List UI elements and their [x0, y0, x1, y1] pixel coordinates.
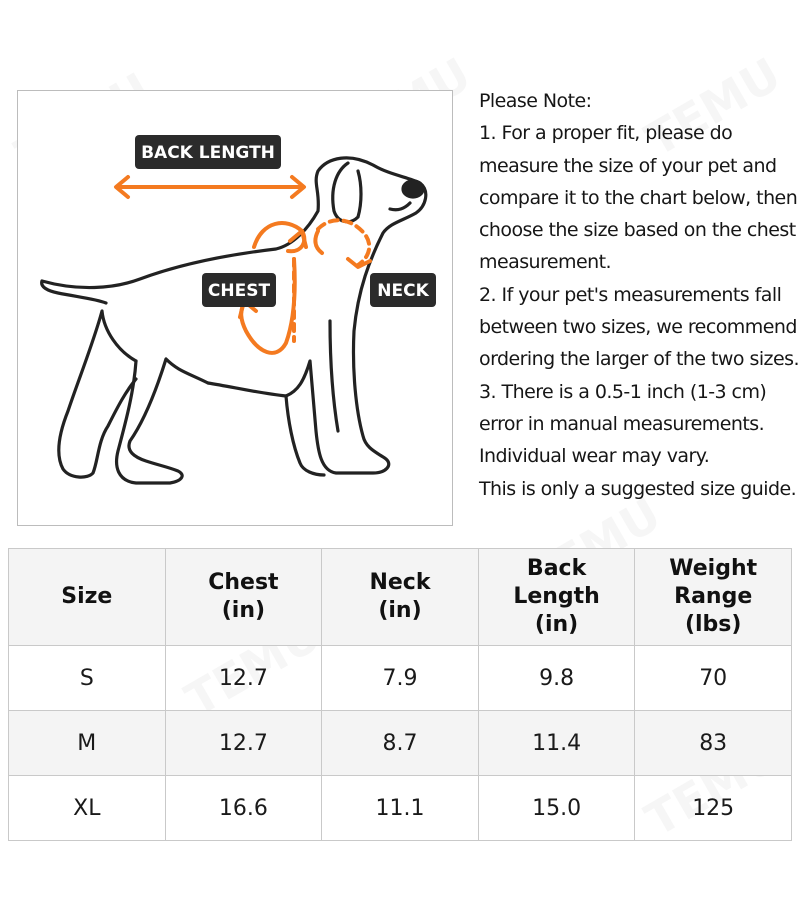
please-note-section: Please Note: 1. For a proper fit, please…	[479, 85, 800, 505]
note-line: 3. There is a 0.5-1 inch (1-3 cm)	[479, 380, 767, 403]
back-length-label: BACK LENGTH	[135, 135, 281, 169]
header-unit: (in)	[534, 612, 579, 637]
cell-neck: 11.1	[321, 775, 479, 841]
size-chart-table: Size Chest (in) Neck (in) Back Length (i…	[8, 548, 792, 841]
header-text: Length	[513, 584, 600, 609]
note-line: compare it to the chart below, then	[479, 186, 798, 209]
note-line: error in manual measurements.	[479, 412, 765, 435]
cell-size: S	[8, 645, 166, 711]
header-text: Chest	[208, 570, 279, 595]
cell-chest: 12.7	[164, 645, 323, 711]
cell-chest: 12.7	[164, 710, 323, 776]
note-line: measurement.	[479, 251, 612, 274]
back-length-text: BACK LENGTH	[141, 143, 275, 163]
note-heading: Please Note:	[479, 90, 592, 112]
table-row: XL 16.6 11.1 15.0 125	[8, 775, 792, 841]
cell-chest: 16.6	[164, 775, 323, 841]
dog-outline	[40, 156, 428, 485]
header-back-length: Back Length (in)	[477, 548, 636, 646]
cell-weight: 125	[634, 775, 792, 841]
chest-label: CHEST	[202, 273, 276, 307]
note-line: 1. For a proper fit, please do	[479, 122, 733, 145]
chest-text: CHEST	[208, 281, 271, 301]
header-text: Range	[674, 584, 753, 609]
note-line: 2. If your pet's measurements fall	[479, 283, 782, 306]
header-text: Size	[61, 584, 113, 609]
cell-back-length: 15.0	[477, 775, 636, 841]
cell-size: XL	[8, 775, 166, 841]
header-text: Weight	[669, 556, 758, 581]
table-header-row: Size Chest (in) Neck (in) Back Length (i…	[8, 548, 792, 646]
header-text: Neck	[369, 570, 431, 595]
header-chest: Chest (in)	[164, 548, 323, 646]
note-line: This is only a suggested size guide.	[479, 477, 797, 500]
note-line: between two sizes, we recommend	[479, 316, 797, 339]
neck-text: NECK	[377, 281, 429, 301]
note-line: choose the size based on the chest	[479, 219, 796, 242]
header-size: Size	[8, 548, 166, 646]
dog-measurement-diagram: BACK LENGTH CHEST NECK	[17, 90, 453, 526]
dog-illustration: BACK LENGTH CHEST NECK	[40, 135, 436, 485]
cell-neck: 7.9	[321, 645, 479, 711]
cell-back-length: 11.4	[477, 710, 636, 776]
header-text: Back	[526, 556, 587, 581]
neck-label: NECK	[370, 273, 436, 307]
header-unit: (in)	[378, 598, 422, 623]
cell-weight: 83	[634, 710, 792, 776]
table-row: M 12.7 8.7 11.4 83	[8, 710, 792, 776]
header-weight-range: Weight Range (lbs)	[634, 548, 792, 646]
note-line: measure the size of your pet and	[479, 154, 777, 177]
note-line: Individual wear may vary.	[479, 445, 710, 468]
note-line: ordering the larger of the two sizes.	[479, 348, 800, 371]
header-unit: (lbs)	[684, 612, 742, 637]
cell-size: M	[8, 710, 166, 776]
header-unit: (in)	[221, 598, 266, 623]
cell-neck: 8.7	[321, 710, 479, 776]
table-row: S 12.7 7.9 9.8 70	[8, 645, 792, 711]
cell-weight: 70	[634, 645, 792, 711]
header-neck: Neck (in)	[321, 548, 479, 646]
cell-back-length: 9.8	[477, 645, 636, 711]
